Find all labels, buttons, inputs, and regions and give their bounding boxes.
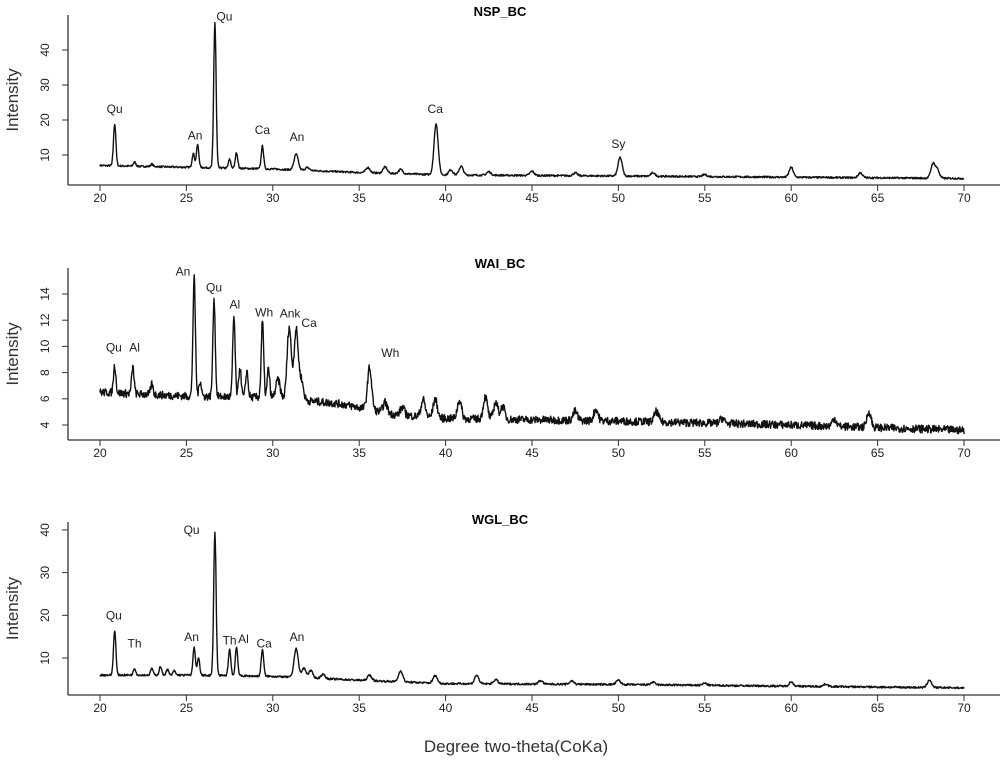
x-tick-label: 50 <box>612 191 626 205</box>
peak-label: Al <box>229 297 240 311</box>
peak-label: Al <box>129 341 140 355</box>
x-tick-label: 60 <box>785 446 799 460</box>
y-tick-label: 14 <box>38 287 52 301</box>
x-tick-label: 55 <box>698 191 712 205</box>
y-tick-label: 20 <box>38 608 52 622</box>
x-tick-label: 50 <box>612 446 626 460</box>
peak-label: Ca <box>428 102 444 116</box>
x-tick-label: 30 <box>266 701 280 715</box>
x-tick-label: 60 <box>785 701 799 715</box>
x-tick-label: 35 <box>353 701 367 715</box>
y-axis-label: Intensity <box>3 576 22 640</box>
y-axis-label: Intensity <box>3 68 22 132</box>
spectrum-line <box>99 531 965 690</box>
x-tick-label: 20 <box>93 191 107 205</box>
y-tick-label: 12 <box>38 313 52 327</box>
y-tick-label: 10 <box>38 651 52 665</box>
y-tick-label: 40 <box>38 523 52 537</box>
y-tick-label: 30 <box>38 78 52 92</box>
peak-label: Qu <box>184 523 200 537</box>
x-tick-label: 45 <box>525 701 539 715</box>
peak-label: Al <box>238 632 249 646</box>
x-tick-label: 35 <box>353 446 367 460</box>
x-tick-label: 20 <box>93 701 107 715</box>
x-tick-label: 65 <box>871 191 885 205</box>
peak-label: Ca <box>256 636 272 650</box>
x-tick-label: 40 <box>439 701 453 715</box>
y-tick-label: 40 <box>38 43 52 57</box>
x-tick-label: 70 <box>957 191 971 205</box>
x-tick-label: 40 <box>439 446 453 460</box>
x-tick-label: 35 <box>353 191 367 205</box>
peak-label: Wh <box>381 346 399 360</box>
panel-title: WGL_BC <box>472 512 529 527</box>
x-tick-label: 45 <box>525 446 539 460</box>
peak-label: Wh <box>255 305 273 319</box>
x-tick-label: 55 <box>698 701 712 715</box>
y-tick-label: 30 <box>38 566 52 580</box>
x-tick-label: 70 <box>957 701 971 715</box>
y-tick-label: 20 <box>38 113 52 127</box>
spectrum-line <box>99 274 965 435</box>
peak-label: An <box>188 128 203 142</box>
spectrum-line <box>99 21 965 180</box>
panel-title: NSP_BC <box>474 4 527 19</box>
y-tick-label: 10 <box>38 339 52 353</box>
y-tick-label: 4 <box>38 421 52 428</box>
x-tick-label: 65 <box>871 701 885 715</box>
x-tick-label: 55 <box>698 446 712 460</box>
x-tick-label: 45 <box>525 191 539 205</box>
x-tick-label: 60 <box>785 191 799 205</box>
peak-label: Qu <box>106 341 122 355</box>
peak-label: Th <box>223 633 237 647</box>
peak-label: Qu <box>206 280 222 294</box>
x-tick-label: 25 <box>180 701 194 715</box>
peak-label: An <box>176 265 191 279</box>
peak-label: Ank <box>280 307 302 321</box>
y-axis-label: Intensity <box>3 322 22 386</box>
x-axis-label: Degree two-theta(CoKa) <box>424 737 608 756</box>
peak-label: Qu <box>106 609 122 623</box>
peak-label: Ca <box>301 316 317 330</box>
x-tick-label: 25 <box>180 191 194 205</box>
x-tick-label: 70 <box>957 446 971 460</box>
peak-label: An <box>290 630 305 644</box>
peak-label: Th <box>128 636 142 650</box>
peak-label: An <box>184 630 199 644</box>
x-tick-label: 50 <box>612 701 626 715</box>
y-tick-label: 8 <box>38 369 52 376</box>
x-tick-label: 30 <box>266 446 280 460</box>
x-tick-label: 40 <box>439 191 453 205</box>
x-tick-label: 30 <box>266 191 280 205</box>
panel-title: WAI_BC <box>475 256 526 271</box>
peak-label: An <box>290 130 305 144</box>
y-tick-label: 6 <box>38 395 52 402</box>
peak-label: Ca <box>255 123 271 137</box>
x-tick-label: 25 <box>180 446 194 460</box>
y-tick-label: 10 <box>38 148 52 162</box>
peak-label: Sy <box>611 137 625 151</box>
peak-label: Qu <box>107 102 123 116</box>
peak-label: Qu <box>216 9 232 23</box>
x-tick-label: 20 <box>93 446 107 460</box>
x-tick-label: 65 <box>871 446 885 460</box>
